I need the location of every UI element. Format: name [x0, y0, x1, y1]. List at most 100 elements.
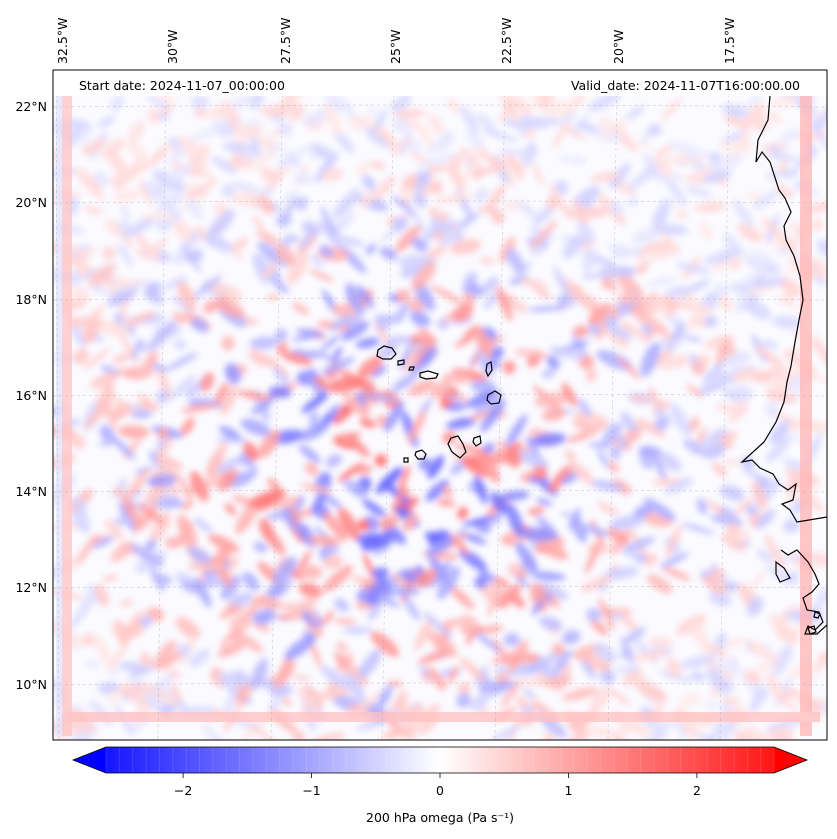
- field-cell: [284, 634, 316, 661]
- field-cell: [446, 417, 477, 430]
- field-cell: [333, 651, 346, 664]
- field-cell: [314, 151, 339, 184]
- field-cell: [682, 523, 715, 535]
- field-cell: [309, 349, 338, 362]
- field-cell: [286, 253, 309, 285]
- field-cell: [684, 727, 701, 739]
- field-cell: [224, 503, 237, 516]
- field-cell: [375, 321, 392, 349]
- field-cell: [242, 571, 260, 591]
- field-cell: [747, 571, 767, 591]
- field-cell: [479, 624, 504, 634]
- field-cell: [399, 127, 413, 158]
- field-cell: [480, 399, 506, 433]
- field-cell: [374, 108, 388, 132]
- field-cell: [334, 618, 357, 625]
- field-cell: [391, 483, 406, 515]
- field-cell: [386, 586, 421, 597]
- field-cell: [423, 142, 452, 155]
- field-cell: [463, 161, 482, 180]
- field-cell: [778, 158, 788, 177]
- field-cell: [483, 292, 498, 310]
- field-cell: [643, 552, 658, 567]
- field-cell: [522, 688, 536, 700]
- field-cell: [721, 534, 747, 552]
- field-cell: [477, 346, 494, 378]
- field-cell: [425, 246, 447, 259]
- colorbar-gradient: [106, 747, 774, 773]
- field-cell: [487, 185, 505, 209]
- field-cell: [75, 317, 103, 328]
- field-cell: [562, 234, 584, 259]
- field-cell: [427, 164, 451, 173]
- field-cell: [167, 205, 182, 221]
- field-cell: [654, 407, 673, 427]
- field-cell: [322, 555, 344, 569]
- field-cell: [676, 614, 707, 636]
- field-cell: [728, 400, 749, 423]
- field-cell: [719, 484, 745, 501]
- field-cell: [502, 360, 516, 375]
- island-maio: [472, 435, 482, 447]
- field-cell: [659, 552, 690, 568]
- field-cell: [437, 619, 453, 653]
- field-cell: [337, 462, 364, 483]
- field-cell: [512, 678, 548, 686]
- island-santiago: [447, 435, 467, 459]
- field-cell: [267, 584, 286, 597]
- field-cell: [645, 277, 677, 286]
- field-cell: [527, 305, 564, 312]
- field-cell: [201, 725, 227, 740]
- field-cell: [516, 200, 538, 219]
- field-cell: [736, 300, 747, 313]
- field-cell: [409, 152, 431, 164]
- field-cell: [407, 409, 427, 445]
- lat-label-14n: 14°N: [15, 484, 47, 499]
- field-cell: [341, 321, 370, 341]
- field-cell: [474, 188, 489, 203]
- field-cell: [551, 121, 570, 150]
- field-cell: [645, 324, 660, 344]
- field-cell: [724, 459, 741, 466]
- field-cell: [239, 594, 266, 623]
- field-cell: [157, 427, 169, 440]
- field-cell: [436, 566, 461, 600]
- field-cell: [499, 490, 530, 501]
- field-cell: [627, 170, 652, 190]
- field-cell: [219, 626, 242, 648]
- field-cell: [189, 649, 211, 668]
- field-cell: [273, 103, 299, 116]
- field-cell: [178, 618, 190, 633]
- field-cell: [552, 346, 588, 360]
- field-cell: [564, 450, 576, 461]
- field-cell: [146, 281, 162, 297]
- field-cell: [450, 461, 465, 475]
- field-cell: [81, 633, 97, 647]
- field-cell: [320, 206, 337, 237]
- field-cell: [585, 369, 598, 382]
- field-cell: [173, 339, 187, 350]
- field-cell: [815, 587, 827, 607]
- field-cell: [755, 509, 776, 529]
- field-cell: [329, 313, 353, 332]
- field-cell: [357, 518, 370, 532]
- field-cell: [357, 284, 375, 309]
- field-cell: [491, 725, 521, 740]
- field-cell: [559, 112, 576, 128]
- guinea-coast: [780, 549, 827, 635]
- field-cell: [259, 198, 275, 215]
- island-bijagos-1: [813, 611, 821, 619]
- field-cell: [289, 104, 305, 123]
- field-cell: [371, 567, 389, 579]
- field-cell: [581, 273, 600, 280]
- field-cell: [548, 101, 575, 116]
- field-cell: [810, 217, 824, 232]
- field-cell: [230, 592, 253, 607]
- field-cell: [675, 719, 686, 740]
- field-cell: [358, 649, 382, 679]
- field-cell: [634, 554, 648, 564]
- field-cell: [308, 535, 342, 547]
- field-cell: [479, 257, 496, 265]
- field-cell: [258, 429, 281, 458]
- field-cell: [446, 402, 467, 412]
